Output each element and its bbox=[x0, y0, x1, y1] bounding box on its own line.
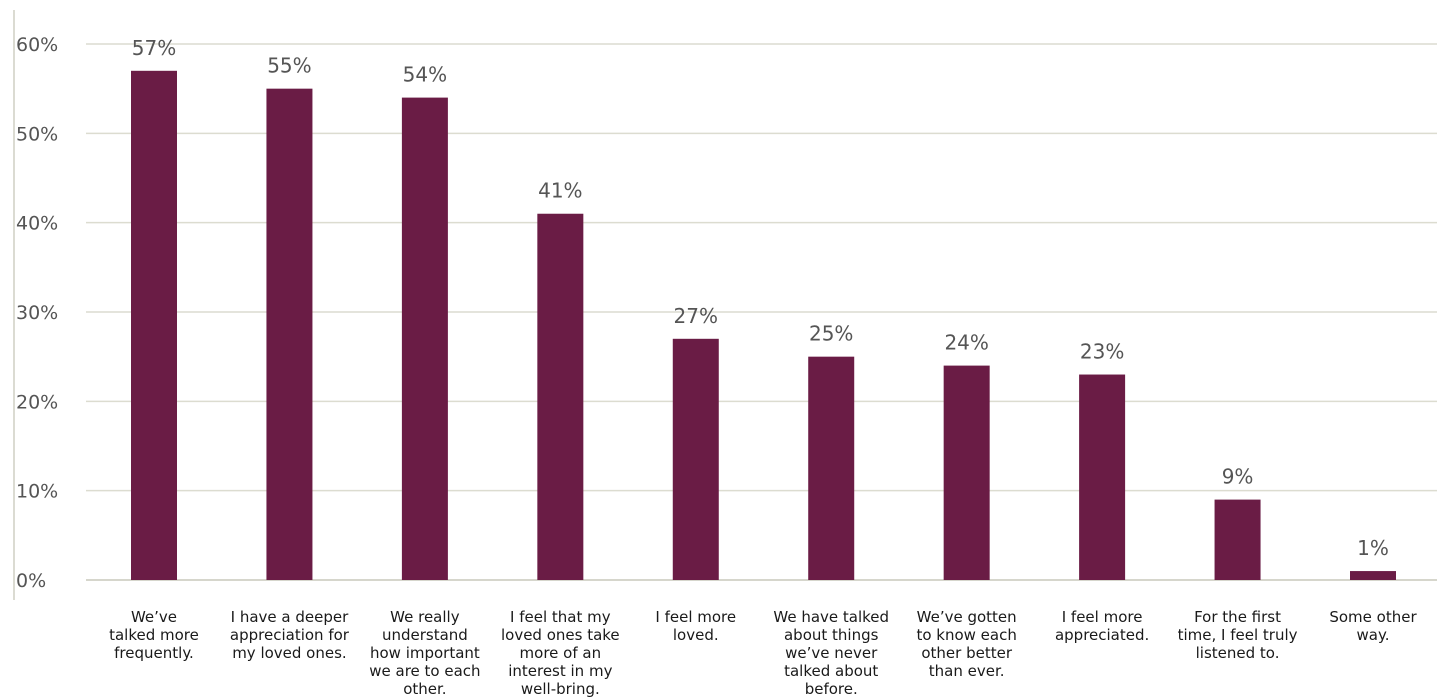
bar bbox=[1350, 571, 1396, 580]
data-label: 25% bbox=[809, 322, 853, 346]
category-label: We’ve talked more frequently. bbox=[109, 608, 199, 662]
category-label: I feel that my loved ones take more of an i… bbox=[501, 608, 620, 698]
data-label: 41% bbox=[538, 179, 582, 203]
category-label: We really understand how important we are t… bbox=[369, 608, 480, 698]
y-axis: 0% 10% 20% 30% 40% 50% 60% bbox=[13, 10, 1437, 600]
data-label: 57% bbox=[132, 36, 176, 60]
y-tick-label: 40% bbox=[16, 213, 58, 235]
bar bbox=[131, 70, 177, 581]
data-label: 54% bbox=[403, 63, 447, 87]
data-label: 27% bbox=[674, 304, 718, 328]
y-tick-label: 50% bbox=[16, 123, 58, 145]
y-tick-label: 10% bbox=[16, 481, 58, 503]
y-tick-label: 30% bbox=[16, 302, 58, 324]
category-label: I have a deeper appreciation for my loved … bbox=[230, 608, 350, 662]
data-label: 1% bbox=[1357, 536, 1389, 560]
bar bbox=[401, 97, 448, 580]
category-label: Some other way. bbox=[1329, 608, 1417, 644]
bar bbox=[672, 338, 719, 580]
data-labels: 57% 55% 54% 41% 27% 25% 24% 23% 9% 1% bbox=[132, 36, 1389, 560]
y-tick-label: 20% bbox=[16, 391, 58, 413]
category-label: I feel more appreciated. bbox=[1055, 608, 1149, 644]
bar bbox=[1079, 374, 1126, 580]
data-label: 55% bbox=[267, 54, 311, 78]
category-label: For the first time, I feel truly listened … bbox=[1178, 608, 1298, 662]
bar bbox=[537, 213, 584, 580]
category-labels: We’ve talked more frequently. I have a deep… bbox=[109, 608, 1417, 698]
bar bbox=[943, 365, 990, 580]
bars bbox=[131, 70, 1396, 581]
data-label: 24% bbox=[944, 331, 988, 355]
bar bbox=[1214, 499, 1261, 580]
data-label: 23% bbox=[1080, 340, 1124, 364]
category-label: I feel more loved. bbox=[655, 608, 736, 644]
category-label: We’ve gotten to know each other better than… bbox=[916, 608, 1016, 680]
bar bbox=[266, 88, 313, 581]
data-label: 9% bbox=[1222, 465, 1254, 489]
category-label: We have talked about things we’ve never tal… bbox=[773, 608, 889, 698]
bar bbox=[808, 356, 855, 580]
y-tick-label: 0% bbox=[16, 570, 46, 592]
y-tick-label: 60% bbox=[16, 34, 58, 56]
